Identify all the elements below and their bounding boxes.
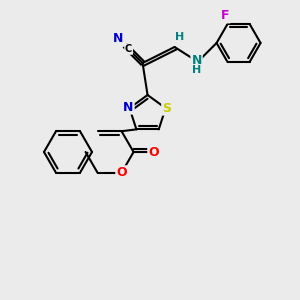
Text: S: S [162, 102, 171, 115]
Text: C: C [125, 44, 132, 54]
Text: N: N [113, 32, 124, 46]
Text: F: F [221, 9, 230, 22]
Text: N: N [123, 100, 134, 114]
Text: H: H [192, 65, 201, 75]
Text: O: O [116, 166, 127, 179]
Text: H: H [175, 32, 184, 42]
Text: O: O [148, 146, 159, 158]
Text: N: N [191, 53, 202, 67]
